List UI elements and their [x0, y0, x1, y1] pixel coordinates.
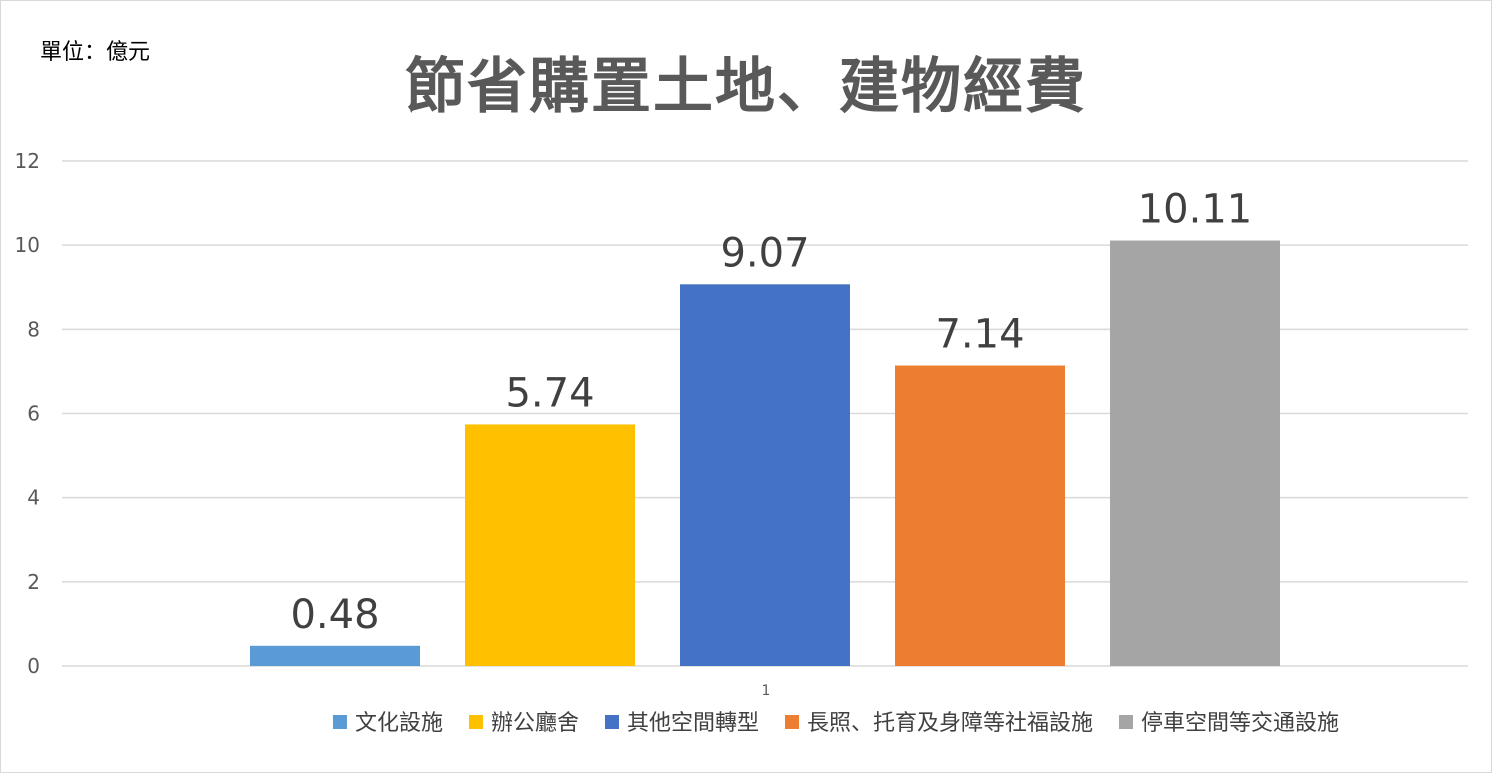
bar-1	[250, 645, 420, 666]
y-tick-label: 10	[15, 233, 40, 257]
data-label: 5.74	[505, 370, 594, 416]
legend-item: 長照、托育及身障等社福設施	[785, 711, 1093, 736]
data-label: 10.11	[1138, 187, 1253, 233]
bar-2	[465, 424, 635, 666]
y-tick-label: 4	[27, 486, 40, 510]
bar-5	[1110, 240, 1280, 666]
legend-swatch	[785, 715, 800, 729]
y-tick-label: 12	[15, 149, 40, 173]
legend-label: 長照、托育及身障等社福設施	[807, 711, 1093, 736]
legend-item: 其他空間轉型	[604, 711, 759, 736]
legend: 文化設施 辦公廳舍 其他空間轉型 長照、托育及身障等社福設施 停車空間等交通設施	[332, 711, 1339, 736]
legend-swatch	[604, 715, 619, 729]
legend-item: 文化設施	[332, 711, 443, 736]
legend-swatch	[332, 715, 347, 729]
chart-title: 節省購置土地、建物經費	[405, 52, 1087, 122]
y-tick-label: 0	[27, 654, 40, 678]
unit-label: 單位：億元	[40, 40, 151, 65]
legend-swatch	[468, 715, 483, 729]
data-labels: 0.48 5.74 9.07 7.14 10.11	[290, 187, 1252, 638]
legend-label: 停車空間等交通設施	[1141, 711, 1339, 736]
data-label: 0.48	[290, 592, 379, 638]
data-label: 7.14	[935, 312, 1024, 358]
data-label: 9.07	[720, 230, 809, 276]
legend-label: 其他空間轉型	[627, 711, 759, 736]
legend-label: 辦公廳舍	[491, 711, 579, 736]
y-tick-label: 8	[27, 317, 40, 341]
y-tick-label: 6	[27, 402, 40, 426]
bar-4	[895, 365, 1065, 666]
y-axis-ticks: 0 2 4 6 8 10 12	[15, 149, 40, 678]
legend-label: 文化設施	[355, 711, 443, 736]
y-tick-label: 2	[27, 570, 40, 594]
legend-swatch	[1119, 715, 1134, 729]
legend-item: 辦公廳舍	[468, 711, 579, 736]
x-axis-ticks: 1	[762, 683, 771, 699]
x-tick-label: 1	[762, 683, 771, 699]
bar-3	[680, 284, 850, 666]
bars	[250, 240, 1280, 666]
legend-item: 停車空間等交通設施	[1119, 711, 1339, 736]
